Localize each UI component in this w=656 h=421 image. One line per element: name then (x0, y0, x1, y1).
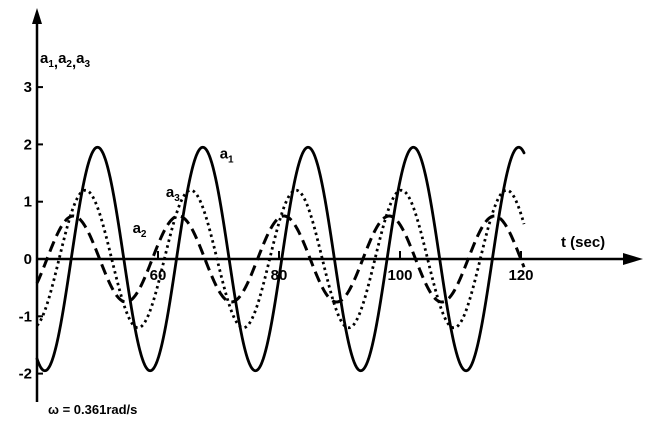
y-tick-label: 2 (24, 136, 32, 153)
series-label-a3: a3 (166, 184, 180, 204)
y-axis-arrow (32, 8, 42, 24)
series-a2-line (35, 214, 526, 304)
x-tick-label: 120 (508, 267, 533, 284)
x-tick-label: 60 (150, 267, 167, 284)
y-tick-label: -2 (19, 366, 32, 383)
series-a3-line (35, 188, 526, 330)
series-layer (35, 145, 526, 373)
series-a1-line (35, 145, 526, 373)
y-tick-label: 0 (24, 251, 32, 268)
omega-annotation: ω = 0.361rad/s (48, 402, 137, 417)
x-axis-title: t (sec) (561, 234, 605, 251)
axes (32, 8, 643, 402)
y-tick-label: 1 (24, 194, 32, 211)
series-label-a2: a2 (133, 220, 147, 240)
y-axis-title: a1,a2,a3 (40, 50, 91, 71)
x-tick-label: 80 (271, 267, 288, 284)
x-axis-arrow (623, 253, 643, 265)
y-tick-label: 3 (24, 79, 32, 96)
x-tick-label: 100 (387, 267, 412, 284)
y-tick-label: -1 (19, 308, 32, 325)
labels-layer: -2 -1 0 1 2 3 60 80 100 120 a1 a2 a3 a1,a2,a3 t (sec) ω… (19, 50, 606, 417)
series-label-a1: a1 (220, 146, 234, 166)
